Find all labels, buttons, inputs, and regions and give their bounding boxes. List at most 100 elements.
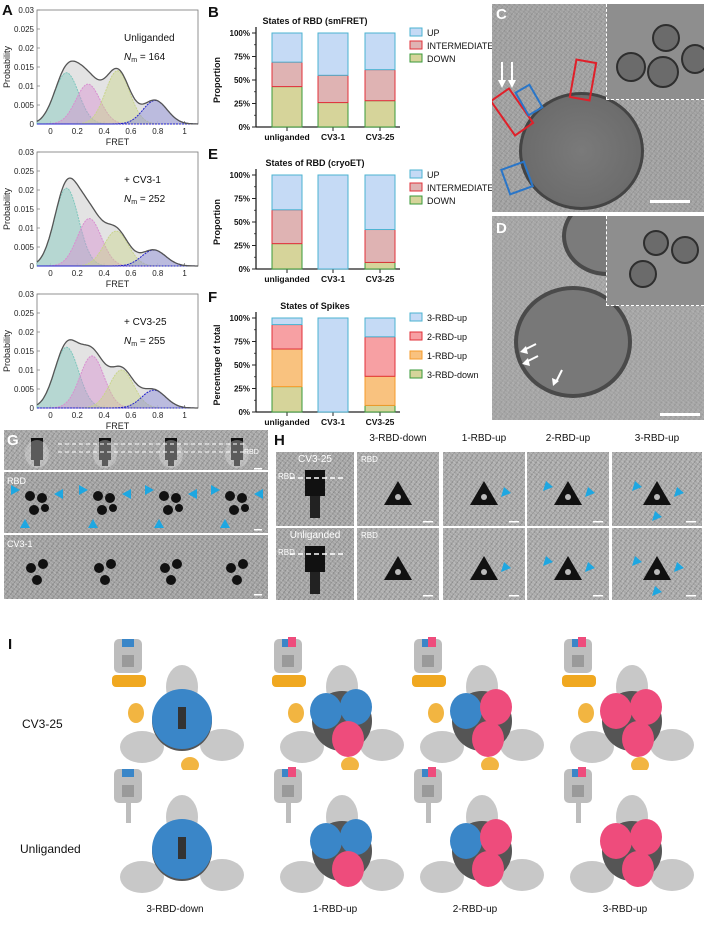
fret-histogram-1: 0 0.005 0.01 0.015 0.02 0.025 0.03 0 0.2 0.4 0.6 0.… — [2, 148, 199, 289]
svg-text:25%: 25% — [234, 242, 250, 251]
svg-text:Probability: Probability — [2, 187, 12, 230]
svg-text:3-RBD-up: 3-RBD-up — [427, 313, 467, 323]
svg-text:50%: 50% — [234, 218, 250, 227]
blue-arrow-icon — [11, 485, 20, 495]
svg-text:0%: 0% — [238, 265, 250, 274]
density-map-1-2 — [414, 767, 544, 893]
svg-text:UP: UP — [427, 170, 440, 180]
svg-text:0.03: 0.03 — [18, 148, 34, 157]
blue-arrow-icon — [632, 481, 642, 491]
svg-text:0.6: 0.6 — [125, 411, 137, 420]
svg-text:INTERMEDIATE: INTERMEDIATE — [427, 183, 493, 193]
blue-arrow-icon — [543, 556, 553, 566]
column-label: 3-RBD-down — [146, 904, 204, 915]
svg-text:3-RBD-down: 3-RBD-down — [427, 370, 479, 380]
svg-text:0.005: 0.005 — [14, 243, 35, 252]
blue-arrow-icon — [674, 562, 684, 572]
top-view-tile — [443, 452, 525, 526]
svg-text:unliganded: unliganded — [264, 132, 309, 142]
svg-text:DOWN: DOWN — [427, 54, 456, 64]
svg-text:100%: 100% — [230, 171, 250, 180]
column-header: 1-RBD-up — [461, 433, 507, 444]
blue-arrow-icon — [652, 586, 662, 596]
svg-text:0.015: 0.015 — [14, 63, 35, 72]
label-rbd: RBD — [244, 449, 259, 456]
blue-arrow-icon — [211, 485, 220, 495]
panel-d-tomogram: D — [492, 216, 704, 420]
svg-text:0.6: 0.6 — [125, 127, 137, 136]
svg-text:0.2: 0.2 — [72, 411, 84, 420]
row-label: Unliganded — [289, 530, 341, 541]
svg-text:0.8: 0.8 — [152, 411, 164, 420]
panel-e-letter: E — [208, 146, 219, 163]
svg-text:CV3-1: CV3-1 — [321, 417, 345, 427]
svg-text:0: 0 — [30, 404, 35, 413]
svg-text:0.6: 0.6 — [125, 269, 137, 278]
svg-text:Probability: Probability — [2, 329, 12, 372]
svg-text:0: 0 — [30, 120, 35, 129]
svg-text:75%: 75% — [234, 338, 250, 347]
svg-text:0.025: 0.025 — [14, 25, 35, 34]
svg-text:0.01: 0.01 — [18, 82, 34, 91]
density-map-0-0 — [112, 639, 244, 770]
svg-text:CV3-25: CV3-25 — [366, 417, 395, 427]
blue-arrow-icon — [632, 556, 642, 566]
svg-text:1-RBD-up: 1-RBD-up — [427, 351, 467, 361]
svg-text:unliganded: unliganded — [264, 417, 309, 427]
svg-text:Nm = 252: Nm = 252 — [124, 194, 166, 206]
svg-text:Nm = 164: Nm = 164 — [124, 52, 166, 64]
svg-text:+ CV3-1: + CV3-1 — [124, 175, 161, 186]
panel-g-row-side — [4, 430, 268, 470]
top-view-tile — [612, 528, 702, 600]
svg-text:Proportion: Proportion — [212, 57, 222, 103]
svg-text:75%: 75% — [234, 53, 250, 62]
svg-text:CV3-25: CV3-25 — [366, 274, 395, 284]
fret-histogram-0: 0 0.005 0.01 0.015 0.02 0.025 0.03 0 0.2 0.4 0.6 0.… — [2, 6, 199, 147]
svg-text:0.02: 0.02 — [18, 186, 34, 195]
blue-arrow-icon — [585, 562, 595, 572]
panel-g-row-cv31 — [4, 535, 268, 599]
svg-text:2-RBD-up: 2-RBD-up — [427, 332, 467, 342]
panel-c-tomogram: C — [492, 4, 704, 212]
inset-overview — [606, 4, 704, 100]
blue-arrow-icon — [145, 485, 154, 495]
white-arrows-icon — [520, 343, 700, 416]
blue-arrow-icon — [652, 511, 662, 521]
row-label-unliganded: Unliganded — [20, 842, 81, 856]
blue-arrow-icon — [254, 489, 263, 499]
svg-text:0: 0 — [48, 411, 53, 420]
svg-text:+ CV3-25: + CV3-25 — [124, 317, 167, 328]
svg-text:0.8: 0.8 — [152, 127, 164, 136]
svg-text:0.02: 0.02 — [18, 328, 34, 337]
svg-text:Percentage of total: Percentage of total — [212, 324, 222, 405]
blue-arrow-icon — [54, 489, 63, 499]
panel-f-letter: F — [208, 289, 218, 306]
svg-text:0.4: 0.4 — [99, 127, 111, 136]
side-view-tile: Unliganded RBD — [276, 528, 354, 600]
svg-text:Unliganded: Unliganded — [124, 33, 175, 44]
svg-text:25%: 25% — [234, 385, 250, 394]
svg-text:Nm = 255: Nm = 255 — [124, 336, 166, 348]
svg-text:1: 1 — [182, 127, 187, 136]
svg-text:unliganded: unliganded — [264, 274, 309, 284]
label-rbd: RBD — [361, 531, 378, 540]
stacked-bar-chart-0: States of RBD (smFRET) 0% 25% 50% 75% 100% Pro… — [212, 16, 493, 142]
svg-text:0%: 0% — [238, 123, 250, 132]
blue-arrow-icon — [154, 519, 164, 528]
column-label: 2-RBD-up — [452, 904, 498, 915]
svg-text:0.03: 0.03 — [18, 6, 34, 15]
column-label: 1-RBD-up — [312, 904, 358, 915]
svg-text:75%: 75% — [234, 195, 250, 204]
svg-text:0%: 0% — [238, 408, 250, 417]
svg-text:CV3-25: CV3-25 — [366, 132, 395, 142]
svg-text:0.8: 0.8 — [152, 269, 164, 278]
svg-text:0.4: 0.4 — [99, 411, 111, 420]
label-cv31-row: CV3-1 — [7, 539, 33, 549]
svg-text:FRET: FRET — [106, 279, 130, 289]
panel-a-letter: A — [2, 2, 13, 19]
side-view-tile: CV3-25 RBD — [276, 452, 354, 526]
svg-text:DOWN: DOWN — [427, 196, 456, 206]
svg-text:0: 0 — [30, 262, 35, 271]
svg-text:0.005: 0.005 — [14, 101, 35, 110]
svg-text:100%: 100% — [230, 29, 250, 38]
